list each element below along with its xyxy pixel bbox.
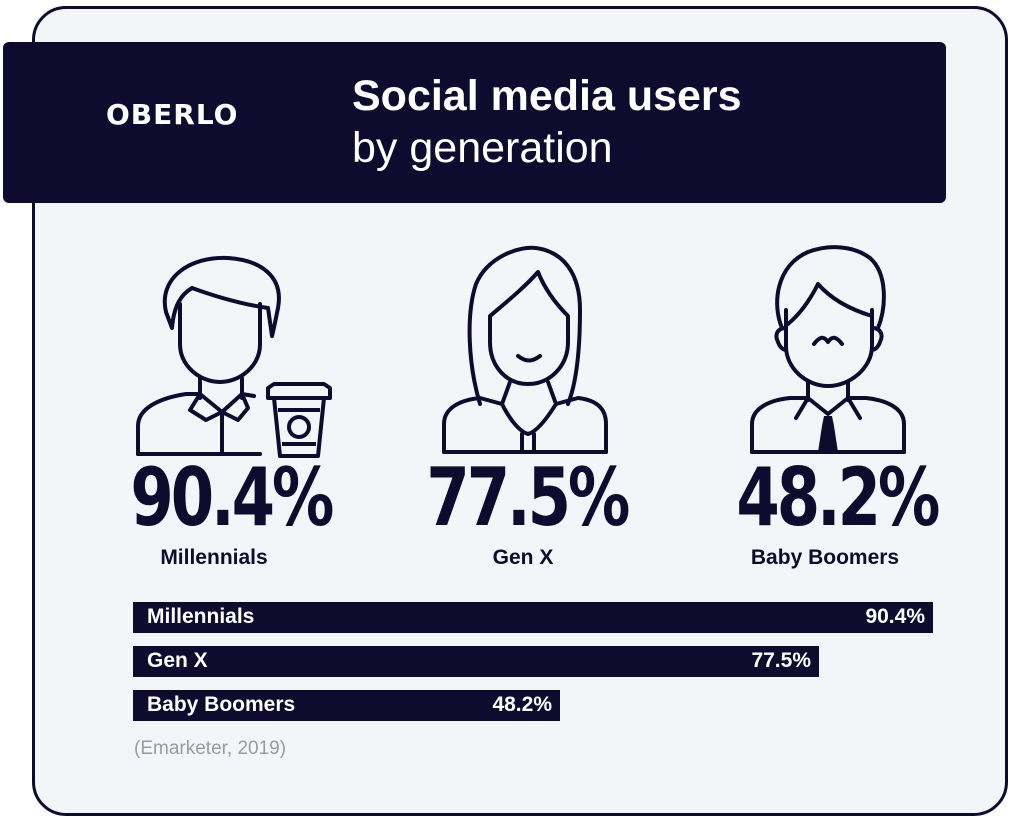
page-subtitle: by generation — [352, 124, 613, 172]
page-title: Social media users — [352, 72, 742, 120]
brand-logo: OBERLO — [106, 98, 239, 131]
stat-label-baby-boomers: Baby Boomers — [750, 546, 900, 569]
bar-category-label: Millennials — [147, 605, 255, 628]
header-banner — [3, 42, 946, 203]
coffee-cup-icon — [266, 382, 332, 458]
source-note: (Emarketer, 2019) — [134, 738, 287, 759]
baby-boomer-man-icon — [750, 245, 906, 454]
stat-label-gen-x: Gen X — [492, 546, 554, 569]
stat-value-gen-x: 77.5% — [426, 451, 630, 544]
stat-value-millennials: 90.4% — [130, 451, 334, 544]
bar-value-label: 48.2% — [492, 693, 552, 716]
stat-label-millennials: Millennials — [160, 546, 268, 569]
bar-category-label: Gen X — [147, 649, 208, 672]
bar-category-label: Baby Boomers — [147, 693, 296, 716]
bar-baby-boomers: Baby Boomers 48.2% — [133, 690, 560, 721]
bar-gen-x: Gen X 77.5% — [133, 646, 819, 677]
stat-value-baby-boomers: 48.2% — [736, 451, 940, 544]
bar-value-label: 77.5% — [751, 649, 811, 672]
millennial-person-icon — [136, 255, 281, 456]
bar-value-label: 90.4% — [865, 605, 925, 628]
bar-millennials: Millennials 90.4% — [133, 602, 933, 633]
gen-x-woman-icon — [442, 245, 608, 454]
